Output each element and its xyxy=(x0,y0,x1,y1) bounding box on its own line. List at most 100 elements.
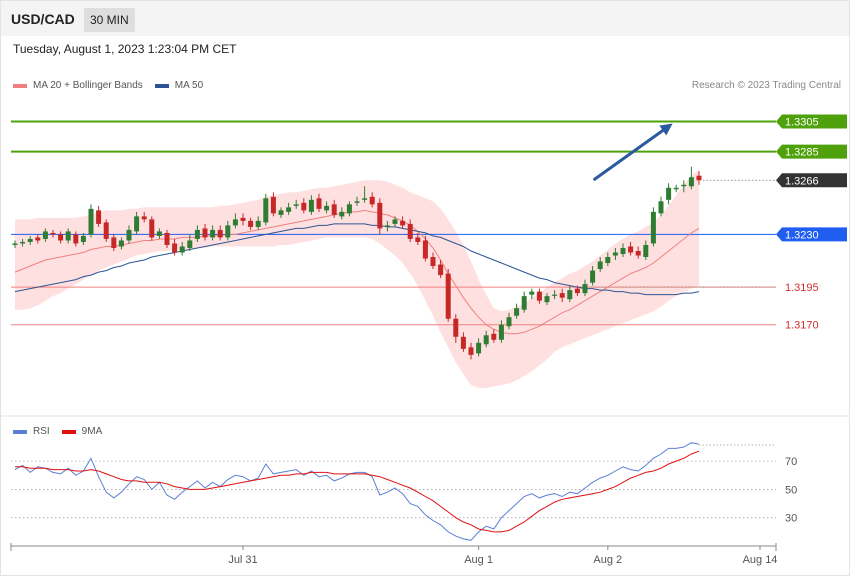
candle xyxy=(149,216,155,241)
chart-header: USD/CAD 30 MIN xyxy=(1,1,849,36)
candle-body xyxy=(263,198,269,223)
candle xyxy=(179,241,185,256)
candle xyxy=(635,246,641,259)
candle xyxy=(392,216,398,227)
candle xyxy=(263,193,269,226)
candle xyxy=(696,171,702,185)
level-tags-layer: 1.3305 1.3285 1.3266 1.3230 1.3195 1.3170 xyxy=(776,114,847,332)
candle xyxy=(316,193,322,212)
candle-body xyxy=(301,202,307,211)
candle-body xyxy=(643,244,649,258)
candle-body xyxy=(559,293,565,298)
candle xyxy=(422,235,428,262)
candle xyxy=(88,204,94,238)
candle-body xyxy=(696,175,702,181)
candle xyxy=(217,225,223,241)
candle-body xyxy=(270,196,276,214)
candle xyxy=(590,266,596,286)
rsi-legend: RSI 9MA xyxy=(13,426,114,437)
candle xyxy=(483,330,489,348)
candle xyxy=(354,196,360,206)
candle xyxy=(308,195,314,215)
candle-body xyxy=(111,237,117,248)
candle xyxy=(438,260,444,279)
candle xyxy=(460,332,466,352)
candle-body xyxy=(80,235,86,242)
candle xyxy=(118,237,124,250)
time-tick-label-3: Aug 14 xyxy=(743,554,778,566)
candle xyxy=(650,207,656,247)
candle xyxy=(453,314,459,343)
candle xyxy=(232,213,238,229)
candle-body xyxy=(88,208,94,235)
candle-body xyxy=(232,219,238,226)
legend-item-rsi: RSI xyxy=(13,426,50,437)
candle xyxy=(134,211,140,235)
forecast-arrow-head xyxy=(659,123,673,136)
candle-body xyxy=(194,229,200,239)
candle xyxy=(491,329,497,343)
legend-label-ma50: MA 50 xyxy=(174,80,204,91)
candle-body xyxy=(42,231,48,239)
candle xyxy=(324,201,330,214)
candle-body xyxy=(225,225,231,238)
candle xyxy=(658,196,664,217)
candle xyxy=(400,216,406,229)
candle xyxy=(301,198,307,214)
candle xyxy=(544,293,550,306)
candle-body xyxy=(628,246,634,253)
bollinger-layer xyxy=(15,169,699,388)
candle-body xyxy=(141,216,147,220)
candle-body xyxy=(620,247,626,255)
legend-item-rsi-ma: 9MA xyxy=(61,426,102,437)
candle xyxy=(156,228,162,239)
candle-body xyxy=(438,264,444,276)
candle-body xyxy=(574,288,580,294)
candle xyxy=(377,198,383,235)
candle-body xyxy=(445,273,451,319)
candle xyxy=(506,312,512,330)
level-tag-2 xyxy=(776,173,847,188)
candle-body xyxy=(673,187,679,190)
candle xyxy=(58,231,64,244)
candle-body xyxy=(400,220,406,226)
candle-body xyxy=(35,237,41,241)
candle xyxy=(270,192,276,217)
candle xyxy=(605,252,611,267)
candle-body xyxy=(286,207,292,212)
candle-body xyxy=(126,229,132,241)
candle xyxy=(628,241,634,256)
candle-body xyxy=(331,204,337,215)
rsi-tick-label-30: 30 xyxy=(785,513,797,525)
level-label-4: 1.3195 xyxy=(785,282,819,294)
legend-label-rsi: RSI xyxy=(33,426,50,437)
candle xyxy=(681,180,687,193)
candle xyxy=(369,192,375,208)
candle xyxy=(536,288,542,304)
candle xyxy=(80,232,86,245)
level-tag-label-1: 1.3285 xyxy=(785,147,819,159)
legend-swatch-ma50 xyxy=(154,83,169,88)
candle-body xyxy=(468,347,474,355)
timeframe-badge[interactable]: 30 MIN xyxy=(84,8,135,32)
candle xyxy=(35,234,41,244)
candle-body xyxy=(20,241,26,244)
candle xyxy=(476,338,482,357)
candle xyxy=(225,220,231,241)
candle-body xyxy=(544,296,550,303)
candle-body xyxy=(164,232,170,245)
candle-body xyxy=(73,234,79,244)
candle xyxy=(96,205,102,227)
candle-body xyxy=(658,201,664,214)
candle-body xyxy=(605,257,611,264)
candle-body xyxy=(240,217,246,221)
candle-body xyxy=(172,243,178,253)
candle-body xyxy=(635,250,641,256)
candle xyxy=(384,220,390,232)
candle xyxy=(346,201,352,217)
level-tag-1 xyxy=(776,144,847,159)
candle xyxy=(293,199,299,209)
candle xyxy=(240,213,246,226)
candle-body xyxy=(529,291,535,295)
